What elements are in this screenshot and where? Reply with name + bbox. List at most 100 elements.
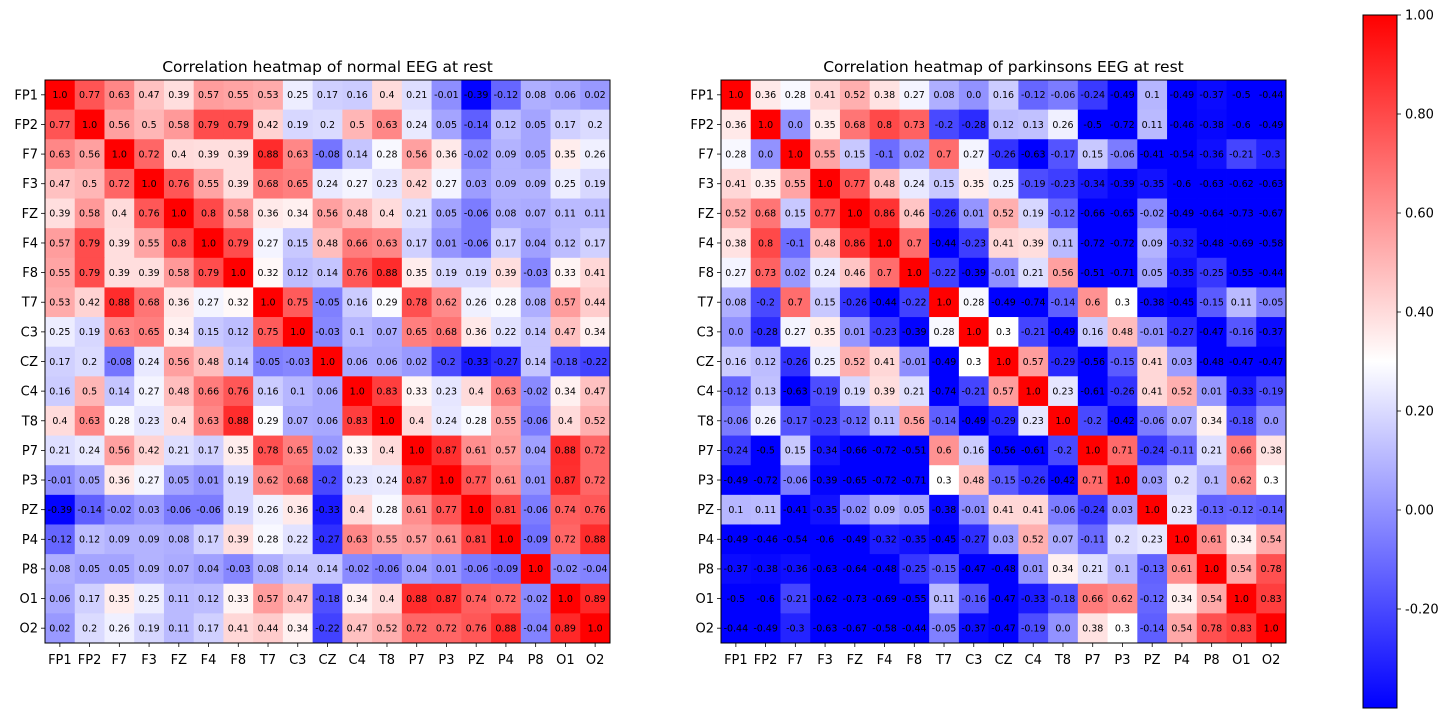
heatmap-cell	[899, 198, 930, 229]
cell-value-label: 0.48	[1112, 327, 1133, 338]
heatmap-cell	[1256, 139, 1287, 170]
cell-value-label: 0.23	[1142, 535, 1163, 546]
x-tick-label: FP2	[78, 653, 102, 668]
x-tick-label: O1	[556, 653, 575, 668]
cell-value-label: -0.19	[1021, 179, 1046, 190]
heatmap-cell	[750, 257, 781, 288]
cell-value-label: 1.0	[528, 564, 543, 575]
cell-value-label: -0.21	[1021, 327, 1046, 338]
cell-value-label: -0.47	[1229, 357, 1254, 368]
heatmap-cell	[1196, 109, 1227, 140]
heatmap-cell	[1077, 198, 1108, 229]
cell-value-label: 0.09	[139, 535, 160, 546]
cell-value-label: 0.04	[525, 238, 546, 249]
heatmap-cell	[1107, 287, 1138, 318]
cell-value-label: 0.25	[993, 179, 1014, 190]
heatmap-cell	[1196, 139, 1227, 170]
heatmap-cell	[988, 346, 1019, 377]
heatmap-cell	[342, 494, 373, 525]
heatmap-cell	[958, 109, 990, 140]
heatmap-cell	[810, 405, 841, 436]
heatmap-cell	[163, 465, 195, 496]
heatmap-cell	[1137, 554, 1168, 585]
heatmap-cell	[721, 583, 752, 614]
x-tick-label: F8	[906, 653, 922, 668]
cell-value-label: -0.37	[1259, 327, 1284, 338]
y-tick-label: F8	[698, 266, 714, 281]
heatmap-cell	[988, 583, 1019, 614]
cell-value-label: 0.14	[317, 268, 338, 279]
cell-value-label: 0.4	[409, 416, 424, 427]
cell-value-label: 0.34	[585, 327, 606, 338]
heatmap-cell	[721, 168, 752, 199]
heatmap-cell	[580, 405, 611, 436]
heatmap-cell	[839, 613, 871, 644]
heatmap-cell	[580, 317, 611, 348]
cell-value-label: 0.16	[49, 386, 70, 397]
cell-value-label: -0.49	[753, 623, 778, 634]
cell-value-label: 0.4	[350, 505, 365, 516]
cell-value-label: 0.57	[1023, 357, 1044, 368]
heatmap-cell	[193, 405, 224, 436]
heatmap-cell	[1077, 287, 1108, 318]
cell-value-label: -0.42	[1051, 475, 1076, 486]
heatmap-cell	[750, 465, 781, 496]
heatmap-cell	[342, 376, 373, 407]
heatmap-cell	[104, 554, 135, 585]
cell-value-label: 0.36	[725, 120, 746, 131]
cell-value-label: -0.04	[583, 564, 608, 575]
cell-value-label: 0.33	[228, 594, 249, 605]
heatmap-cell	[163, 583, 195, 614]
heatmap-cell	[253, 198, 284, 229]
cell-value-label: -0.33	[1229, 386, 1254, 397]
heatmap-cell	[550, 80, 581, 111]
cell-value-label: -0.71	[1110, 268, 1135, 279]
cell-value-label: 0.36	[257, 209, 278, 220]
cell-value-label: 1.0	[320, 357, 335, 368]
heatmap-cell	[899, 257, 930, 288]
cell-value-label: -0.22	[315, 623, 340, 634]
heatmap-cell	[74, 583, 105, 614]
y-tick-label: P8	[22, 562, 38, 577]
heatmap-cell	[1196, 524, 1227, 555]
heatmap-cell	[1226, 228, 1257, 259]
heatmap-cell	[1018, 109, 1049, 140]
cell-value-label: -0.04	[523, 623, 548, 634]
cell-value-label: 0.41	[993, 505, 1014, 516]
heatmap-cell	[163, 80, 195, 111]
cell-value-label: 0.29	[376, 298, 397, 309]
cell-value-label: -0.73	[1229, 209, 1254, 220]
cell-value-label: -0.55	[902, 594, 927, 605]
heatmap-cell	[550, 257, 581, 288]
cell-value-label: -0.44	[902, 623, 927, 634]
heatmap-cell	[869, 257, 900, 288]
cell-value-label: 0.63	[49, 149, 70, 160]
heatmap-cell	[1107, 198, 1138, 229]
cell-value-label: -0.46	[1170, 120, 1195, 131]
cell-value-label: -0.58	[872, 623, 897, 634]
heatmap-cell	[1077, 435, 1108, 466]
heatmap-cell	[401, 168, 432, 199]
cell-value-label: -0.03	[226, 564, 251, 575]
cell-value-label: -0.12	[1229, 505, 1254, 516]
heatmap-cell	[899, 465, 930, 496]
heatmap-cell	[1018, 376, 1049, 407]
cell-value-label: 0.76	[466, 623, 487, 634]
cell-value-label: -0.39	[813, 475, 838, 486]
cell-value-label: -0.02	[523, 594, 548, 605]
cell-value-label: -0.21	[783, 594, 808, 605]
heatmap-cell	[312, 109, 343, 140]
heatmap-cell	[491, 228, 522, 259]
heatmap-cell	[491, 346, 522, 377]
cell-value-label: 0.5	[142, 120, 157, 131]
x-tick-label: CZ	[995, 653, 1013, 668]
cell-value-label: -0.6	[1173, 179, 1192, 190]
cell-value-label: -0.15	[1199, 298, 1224, 309]
heatmap-cell	[1077, 168, 1108, 199]
heatmap-cell	[312, 257, 343, 288]
heatmap-cell	[580, 109, 611, 140]
heatmap-cell	[431, 376, 462, 407]
cell-value-label: 1.0	[201, 238, 216, 249]
cell-value-label: 1.0	[52, 90, 67, 101]
heatmap-cell	[810, 465, 841, 496]
